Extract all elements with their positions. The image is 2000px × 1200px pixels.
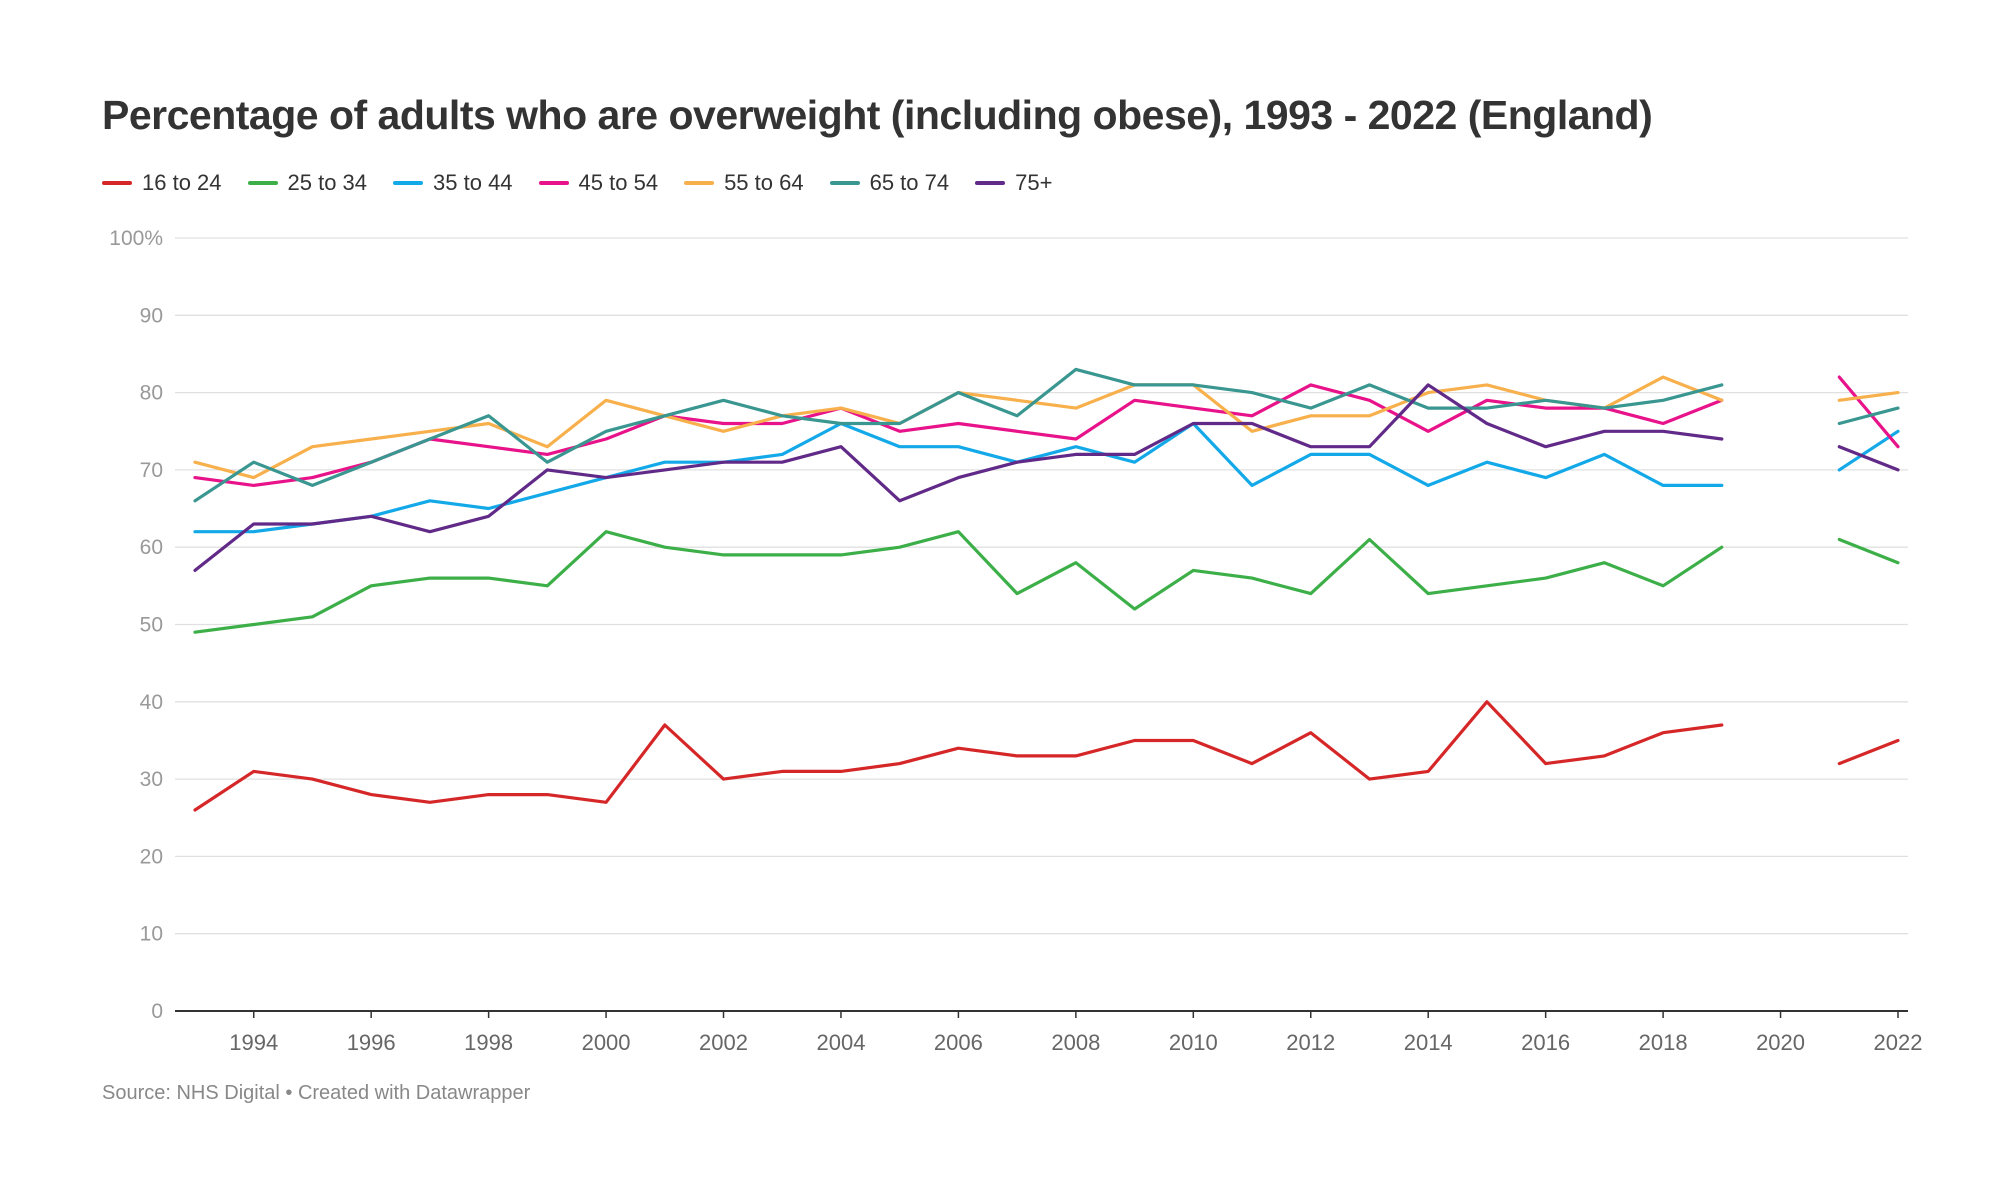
x-tick-label-2012: 2012 — [1286, 1030, 1335, 1055]
series-line-45-to-54-segment-2 — [1837, 375, 1900, 449]
x-tick-label-2014: 2014 — [1404, 1030, 1453, 1055]
series-line-16-to-24-segment-1 — [193, 700, 1724, 812]
legend-swatch-35-to-44 — [393, 181, 424, 185]
legend-swatch-75-plus — [975, 181, 1006, 185]
series-line-35-to-44-segment-2 — [1837, 429, 1900, 472]
legend-label-25-to-34: 25 to 34 — [287, 170, 368, 195]
legend-item-25-to-34: 25 to 34 — [247, 170, 368, 196]
legend-swatch-45-to-54 — [538, 181, 569, 185]
legend-item-35-to-44: 35 to 44 — [393, 170, 513, 196]
legend-item-55-to-64: 55 to 64 — [684, 170, 804, 196]
series-line-75-plus-segment-1 — [193, 383, 1724, 572]
source-note: Source: NHS Digital • Created with Dataw… — [102, 1082, 531, 1104]
x-tick-label-2020: 2020 — [1756, 1030, 1805, 1055]
legend-label-65-to-74: 65 to 74 — [869, 170, 950, 195]
legend-label-45-to-54: 45 to 54 — [578, 170, 659, 195]
legend-swatch-16-to-24 — [102, 181, 132, 185]
series-line-25-to-34-segment-1 — [193, 530, 1724, 634]
x-tick-label-2000: 2000 — [582, 1030, 631, 1055]
legend-item-75-plus: 75+ — [975, 170, 1052, 196]
x-tick-label-2018: 2018 — [1639, 1030, 1688, 1055]
x-tick-label-1996: 1996 — [347, 1030, 396, 1055]
series-line-55-to-64-segment-2 — [1837, 391, 1900, 402]
y-tick-label-30: 30 — [140, 768, 163, 791]
series-line-65-to-74-segment-2 — [1837, 406, 1900, 426]
x-tick-label-2022: 2022 — [1874, 1030, 1923, 1055]
series-line-16-to-24-segment-2 — [1837, 738, 1900, 766]
y-tick-label-0: 0 — [151, 1000, 163, 1023]
series-line-35-to-44-segment-1 — [193, 421, 1724, 534]
x-tick-label-2010: 2010 — [1169, 1030, 1218, 1055]
legend-swatch-25-to-34 — [247, 181, 278, 185]
y-tick-label-100: 100% — [109, 227, 163, 250]
series-line-65-to-74-segment-1 — [193, 367, 1724, 503]
x-tick-label-2008: 2008 — [1051, 1030, 1100, 1055]
series-line-25-to-34-segment-2 — [1837, 537, 1900, 565]
y-tick-label-50: 50 — [140, 614, 163, 637]
x-tick-label-2006: 2006 — [934, 1030, 983, 1055]
chart-title: Percentage of adults who are overweight … — [102, 92, 1653, 138]
x-tick-label-2016: 2016 — [1521, 1030, 1570, 1055]
x-tick-label-2004: 2004 — [816, 1030, 865, 1055]
y-tick-label-60: 60 — [140, 536, 163, 559]
y-tick-label-10: 10 — [140, 923, 163, 946]
legend-swatch-65-to-74 — [829, 181, 860, 185]
series-line-75-plus-segment-2 — [1837, 445, 1900, 472]
legend-item-45-to-54: 45 to 54 — [538, 170, 659, 196]
y-tick-label-70: 70 — [140, 459, 163, 482]
y-tick-label-40: 40 — [140, 691, 163, 714]
legend-label-75-plus: 75+ — [1015, 170, 1053, 195]
legend-label-55-to-64: 55 to 64 — [724, 170, 804, 195]
legend-label-35-to-44: 35 to 44 — [433, 170, 513, 195]
y-tick-label-80: 80 — [140, 382, 163, 405]
legend-swatch-55-to-64 — [684, 181, 715, 185]
legend-item-16-to-24: 16 to 24 — [102, 170, 222, 196]
x-tick-label-1998: 1998 — [464, 1030, 513, 1055]
x-tick-label-2002: 2002 — [699, 1030, 748, 1055]
x-tick-label-1994: 1994 — [229, 1030, 278, 1055]
chart-legend: 16 to 24 25 to 34 35 to 44 45 to 54 55 to 64… — [102, 170, 1078, 196]
legend-label-16-to-24: 16 to 24 — [142, 170, 222, 195]
legend-item-65-to-74: 65 to 74 — [829, 170, 950, 196]
y-tick-label-20: 20 — [140, 845, 163, 868]
y-tick-label-90: 90 — [140, 304, 163, 327]
